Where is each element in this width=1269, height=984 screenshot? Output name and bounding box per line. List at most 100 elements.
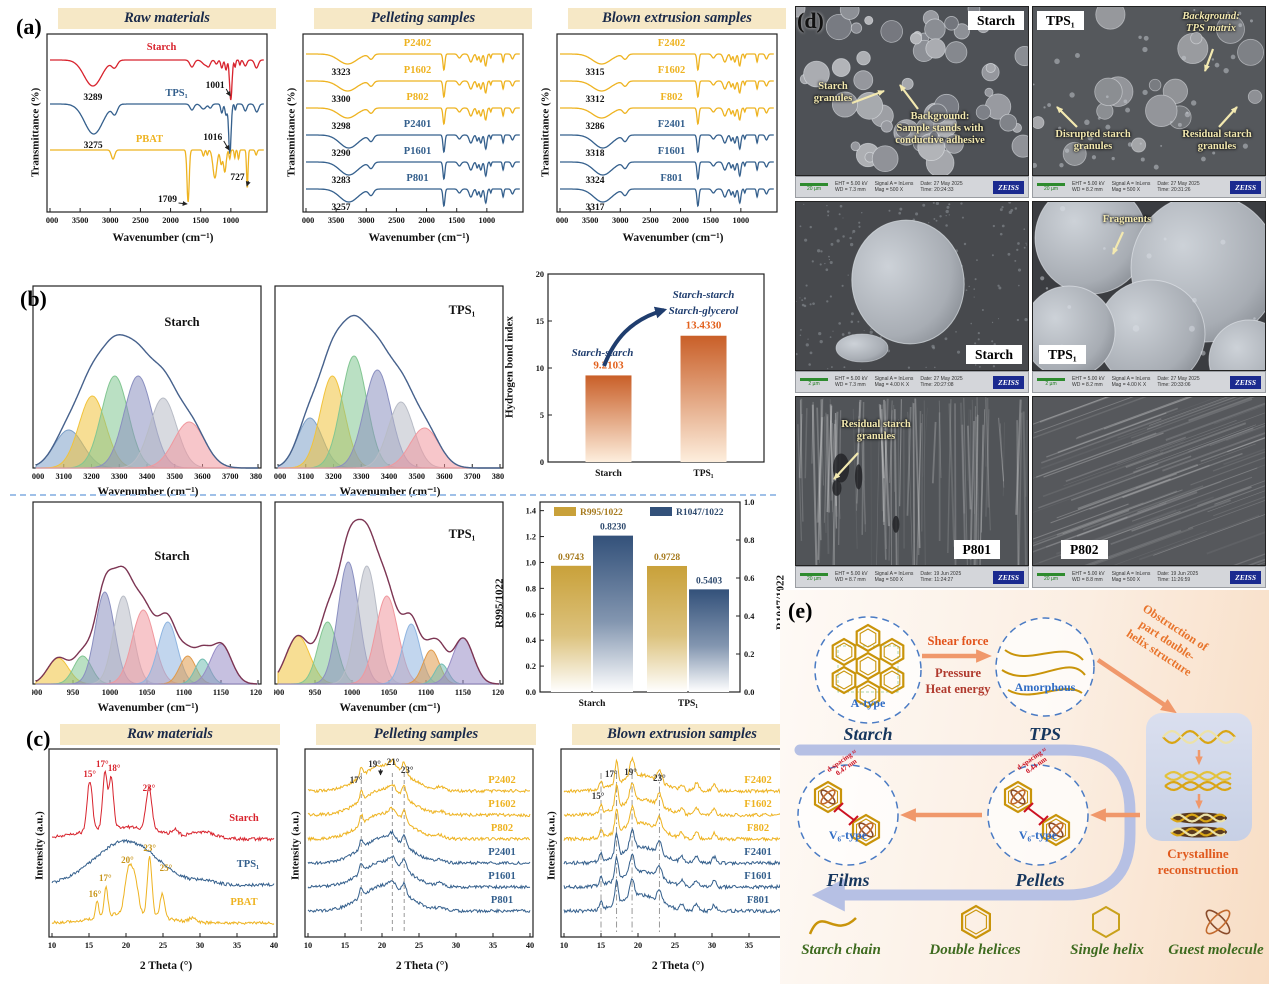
x-axis-label: Wavenumber (cm⁻¹) — [97, 702, 199, 714]
svg-text:1709: 1709 — [158, 195, 177, 205]
v6-type-films-label: V₆-type — [828, 828, 868, 842]
svg-text:20: 20 — [634, 941, 642, 950]
svg-text:F801: F801 — [747, 895, 769, 906]
svg-text:20°: 20° — [121, 855, 134, 865]
zeiss-logo: ZEISS — [993, 180, 1024, 194]
x-axis-label: Wavenumber (cm⁻¹) — [368, 232, 470, 244]
svg-text:P802: P802 — [406, 92, 428, 103]
svg-text:3289: 3289 — [83, 93, 102, 103]
svg-text:1000: 1000 — [344, 688, 361, 697]
svg-text:1050: 1050 — [381, 688, 398, 697]
svg-text:15: 15 — [597, 941, 605, 950]
svg-text:15°: 15° — [83, 769, 96, 779]
sample-label: TPS₁ — [1039, 345, 1086, 364]
panel-label-b: (b) — [20, 286, 47, 311]
sample-label: P802 — [1061, 540, 1108, 559]
legend-guest-molecule: Guest molecule — [1168, 942, 1264, 958]
svg-text:1100: 1100 — [418, 688, 434, 697]
dashed-divider — [10, 494, 776, 496]
svg-text:20: 20 — [378, 941, 386, 950]
svg-text:3315: 3315 — [585, 68, 604, 78]
svg-text:1150: 1150 — [213, 688, 229, 697]
svg-text:17°: 17° — [99, 873, 112, 883]
sem-annotation: Starch granules — [813, 81, 853, 104]
svg-text:1.0: 1.0 — [526, 558, 536, 567]
svg-text:3317: 3317 — [585, 203, 604, 213]
svg-text:1050: 1050 — [139, 688, 156, 697]
svg-text:P801: P801 — [406, 173, 428, 184]
deconv-fp-tps-plot: 900 950 1000 1050 1100 1150 1200 TPS₁ Wavenumbe… — [272, 500, 508, 718]
svg-text:P1601: P1601 — [488, 871, 515, 882]
svg-text:3100: 3100 — [55, 472, 72, 481]
panel-label-e: (e) — [788, 598, 813, 623]
zeiss-logo: ZEISS — [1230, 570, 1261, 584]
tps-caption: TPS — [1028, 724, 1061, 744]
sem-annotation: Background: Sample stands with conductiv… — [895, 111, 985, 146]
svg-text:3300: 3300 — [353, 472, 370, 481]
x-axis-label: Wavenumber (cm⁻¹) — [339, 702, 441, 714]
zeiss-logo: ZEISS — [993, 570, 1024, 584]
svg-text:3000: 3000 — [32, 472, 44, 481]
left-y-axis-label: R995/1022 — [493, 578, 506, 628]
svg-text:3312: 3312 — [585, 95, 604, 105]
shear-force-label: Shear force — [927, 634, 989, 648]
svg-text:TPS₁: TPS₁ — [678, 699, 698, 709]
svg-text:F2401: F2401 — [658, 119, 685, 130]
y-axis-label: Intensity (a.u.) — [545, 811, 558, 880]
svg-text:25: 25 — [671, 941, 679, 950]
svg-text:4000: 4000 — [46, 216, 58, 225]
svg-text:F802: F802 — [660, 92, 682, 103]
svg-text:3298: 3298 — [331, 122, 350, 132]
plot-title: Raw materials — [58, 8, 276, 29]
svg-text:40: 40 — [270, 941, 278, 950]
svg-text:0: 0 — [540, 458, 544, 467]
svg-text:3275: 3275 — [84, 141, 103, 151]
svg-text:P1602: P1602 — [488, 799, 515, 810]
y-axis-label: Transmittance (%) — [285, 87, 298, 177]
svg-text:1016: 1016 — [203, 133, 222, 143]
sem-annotation: Disrupted starch granules — [1055, 129, 1131, 152]
svg-text:3324: 3324 — [585, 176, 604, 186]
deconv-chart: 3000 3100 3200 3300 3400 3500 3600 3700 3800 Star… — [32, 285, 262, 481]
ratio-bar-chart: R995/1022 0.0 0.2 0.4 0.6 0.8 1.0 1.2 1.4 0.0 0.2… — [492, 496, 788, 720]
xrd-pelleting-plot: Pelleting samples Intensity (a.u.) 10 15 2… — [288, 724, 540, 982]
svg-text:900: 900 — [32, 688, 42, 697]
sem-metadata-bar: 2 µm EHT = 5.00 kV WD = 7.3 mm Signal A =… — [795, 371, 1029, 393]
zeiss-logo: ZEISS — [1230, 180, 1261, 194]
x-axis-label: 2 Theta (°) — [139, 960, 193, 972]
xrd-blown-extrusion-plot: Blown extrusion samples Intensity (a.u.)… — [544, 724, 796, 982]
x-axis-label: Wavenumber (cm⁻¹) — [622, 232, 724, 244]
svg-text:25°: 25° — [160, 863, 173, 873]
svg-text:0.0: 0.0 — [744, 688, 754, 697]
panel-label-d: (d) — [797, 8, 824, 33]
y-axis-label: Hydrogen bond index — [503, 316, 516, 418]
y-axis-label: Transmittance (%) — [539, 87, 552, 177]
x-axis-label: 2 Theta (°) — [651, 960, 705, 972]
sem-image-starch-closeup: Starch 2 µm EHT = 5.00 kV WD = 7.3 mm Sig… — [795, 200, 1029, 393]
svg-text:9.2103: 9.2103 — [593, 359, 624, 371]
schematic-drawing — [794, 616, 1252, 940]
svg-text:13.4330: 13.4330 — [686, 320, 722, 332]
svg-text:0.9743: 0.9743 — [558, 553, 584, 563]
svg-text:0.6: 0.6 — [744, 574, 754, 583]
svg-text:3800: 3800 — [492, 472, 504, 481]
svg-text:2500: 2500 — [132, 216, 149, 225]
x-axis-label: Wavenumber (cm⁻¹) — [112, 232, 214, 244]
svg-text:PBAT: PBAT — [136, 134, 163, 145]
svg-text:R1047/1022: R1047/1022 — [676, 508, 724, 518]
svg-text:1.0: 1.0 — [744, 498, 754, 507]
svg-text:10: 10 — [48, 941, 56, 950]
sample-label: Starch — [967, 11, 1024, 30]
svg-text:TPS₁: TPS₁ — [449, 303, 476, 317]
sem-annotation: Fragments — [1102, 214, 1152, 225]
svg-text:3000: 3000 — [274, 472, 286, 481]
svg-text:3500: 3500 — [328, 216, 345, 225]
svg-text:1200: 1200 — [250, 688, 262, 697]
svg-text:3300: 3300 — [111, 472, 128, 481]
svg-text:P2402: P2402 — [404, 38, 431, 49]
svg-text:5: 5 — [540, 411, 544, 420]
svg-text:3700: 3700 — [222, 472, 239, 481]
amorphous-label: Amorphous — [1014, 680, 1076, 694]
svg-text:3500: 3500 — [408, 472, 425, 481]
